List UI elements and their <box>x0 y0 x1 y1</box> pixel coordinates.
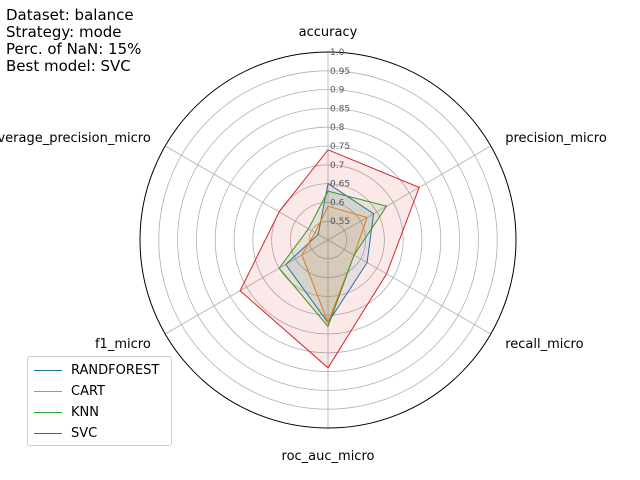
series-svc-polygon <box>239 149 420 369</box>
grid-spoke <box>164 239 329 335</box>
r-tick-label: 0.75 <box>330 142 350 152</box>
radar-series <box>239 149 420 369</box>
legend-swatch <box>34 433 62 434</box>
r-tick-label: 1.0 <box>330 48 345 58</box>
r-tick-label: 0.7 <box>330 161 344 171</box>
radar-labels: 0.55 0.6 0.65 0.7 0.75 0.8 0.85 0.9 0.95 1.0 accur… <box>0 25 607 464</box>
legend-item-cart: CART <box>34 381 165 402</box>
r-tick-label: 0.65 <box>330 180 350 190</box>
grid-spoke <box>164 145 329 241</box>
radar-grid <box>139 51 517 429</box>
legend-swatch <box>34 370 62 371</box>
radar-outer-frame <box>139 51 517 429</box>
legend-label: KNN <box>71 405 99 420</box>
r-tick-label: 0.8 <box>330 123 345 133</box>
axis-label-f1-micro: f1_micro <box>95 337 151 352</box>
legend-item-randforest: RANDFOREST <box>34 360 165 381</box>
legend-label: SVC <box>71 426 98 441</box>
r-tick-label: 0.55 <box>330 217 350 227</box>
strategy-label: Strategy: mode <box>6 23 122 41</box>
axis-label-precision-micro: precision_micro <box>505 131 607 146</box>
series-cart-polygon <box>301 205 368 325</box>
axis-label-recall-micro: recall_micro <box>505 337 583 352</box>
legend-swatch <box>34 412 62 413</box>
chart-legend: RANDFOREST CART KNN SVC <box>27 356 172 446</box>
legend-item-knn: KNN <box>34 402 165 423</box>
chart-info-text: Dataset: balance Strategy: mode Perc. of… <box>6 7 141 75</box>
legend-label: CART <box>71 384 105 399</box>
grid-spoke <box>327 239 492 335</box>
axis-label-accuracy: accuracy <box>299 25 358 40</box>
axis-label-average-precision-micro: average_precision_micro <box>0 131 151 146</box>
legend-swatch <box>34 391 62 392</box>
r-tick-label: 0.9 <box>330 86 345 96</box>
nan-percentage-label: Perc. of NaN: 15% <box>6 40 142 58</box>
r-tick-label: 0.6 <box>330 198 345 208</box>
best-model-label: Best model: SVC <box>6 57 131 75</box>
r-tick-label: 0.85 <box>330 104 350 114</box>
legend-item-svc: SVC <box>34 423 165 444</box>
grid-spoke <box>327 145 492 241</box>
axis-label-roc-auc-micro: roc_auc_micro <box>282 449 375 464</box>
dataset-label: Dataset: balance <box>6 6 134 24</box>
legend-label: RANDFOREST <box>71 363 160 378</box>
r-tick-label: 0.95 <box>330 67 350 77</box>
series-knn-polygon <box>278 190 388 328</box>
